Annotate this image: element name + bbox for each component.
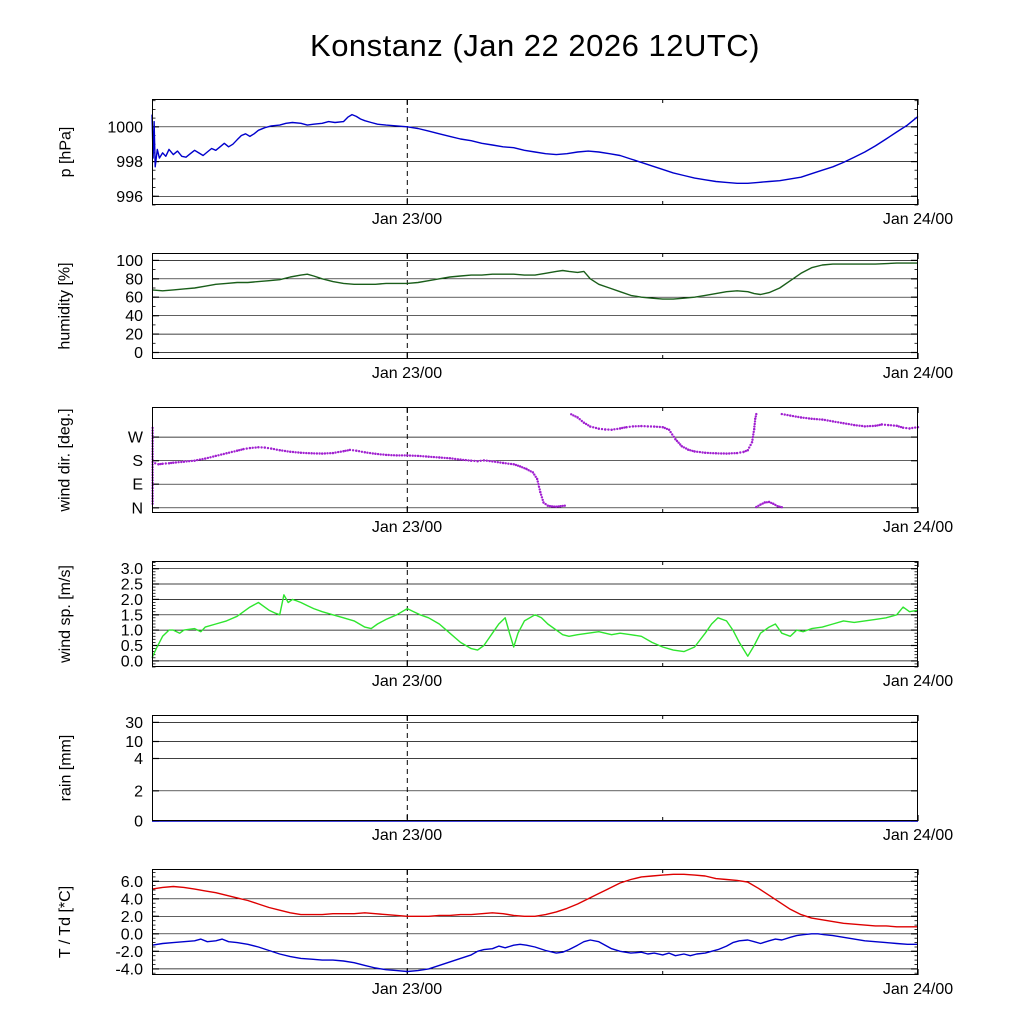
- svg-text:-4.0: -4.0: [115, 961, 143, 978]
- wind-speed-plot-area: 0.00.51.01.52.02.53.0: [121, 561, 919, 670]
- pressure-plot-area: 996 998 1000: [107, 99, 919, 206]
- svg-text:0: 0: [134, 814, 143, 831]
- svg-text:0.0: 0.0: [121, 926, 143, 943]
- rain-y-axis-title: rain [mm]: [53, 715, 79, 821]
- rain-plot-area: 0 2 410 30: [125, 715, 919, 831]
- x-tick-jan23: Jan 23/00: [371, 827, 443, 844]
- svg-text:1.0: 1.0: [121, 623, 143, 640]
- svg-text:1.5: 1.5: [121, 607, 143, 624]
- x-tick-jan24: Jan 24/00: [882, 827, 954, 844]
- svg-text:20: 20: [125, 327, 143, 344]
- chart-title: Konstanz (Jan 22 2026 12UTC): [310, 28, 760, 63]
- svg-text:40: 40: [125, 308, 143, 325]
- temperature-plot-area: -4.0-2.00.02.04.06.0: [115, 869, 919, 978]
- temperature-panel: T / Td [*C] -4.0 -2.0 0.0 2.0 4.0 6.0 Jan 23/…: [57, 869, 953, 998]
- x-tick-jan24: Jan 24/00: [882, 519, 954, 536]
- temperature-y-axis-text: T / Td [*C]: [57, 885, 75, 959]
- x-tick-jan24: Jan 24/00: [882, 365, 954, 382]
- svg-text:0: 0: [134, 345, 143, 362]
- svg-text:-2.0: -2.0: [115, 944, 143, 961]
- svg-text:30: 30: [125, 715, 143, 732]
- x-tick-jan23: Jan 23/00: [371, 981, 443, 998]
- svg-text:6.0: 6.0: [121, 874, 143, 891]
- rain-panel: rain [mm] 0 2 4 10 30 Jan 23/00 Jan 24/00: [57, 715, 953, 844]
- temperature-y-axis-title: T / Td [*C]: [53, 869, 79, 975]
- x-tick-jan24: Jan 24/00: [882, 981, 954, 998]
- svg-text:S: S: [132, 453, 143, 470]
- svg-text:4.0: 4.0: [121, 891, 143, 908]
- svg-text:2: 2: [134, 783, 143, 800]
- svg-text:998: 998: [116, 154, 143, 171]
- svg-text:60: 60: [125, 290, 143, 307]
- svg-text:100: 100: [116, 253, 143, 270]
- wind-speed-y-axis-text: wind sp. [m/s]: [57, 565, 74, 663]
- wind-direction-y-axis-text: wind dir. [deg.]: [57, 408, 75, 512]
- x-tick-jan23: Jan 23/00: [371, 365, 443, 382]
- svg-text:2.0: 2.0: [121, 592, 143, 609]
- humidity-y-axis-text: humidity [%]: [57, 262, 75, 350]
- pressure-panel: p [hPa] 996 998 1000 Jan 23/00 Jan 24/00: [57, 99, 953, 228]
- humidity-panel: humidity [%] 0 20 40 60 80 100 Jan 23/00 Jan …: [57, 253, 953, 382]
- svg-text:E: E: [132, 477, 143, 494]
- svg-text:996: 996: [116, 189, 143, 206]
- svg-text:3.0: 3.0: [121, 561, 143, 578]
- svg-text:2.0: 2.0: [121, 909, 143, 926]
- svg-text:80: 80: [125, 271, 143, 288]
- x-tick-jan24: Jan 24/00: [882, 211, 954, 228]
- x-tick-jan23: Jan 23/00: [371, 519, 443, 536]
- rain-y-axis-text: rain [mm]: [57, 734, 75, 802]
- wind-speed-panel: wind sp. [m/s] 0.0 0.5 1.0 1.5 2.0 2.5 3.0 Jan…: [57, 561, 953, 690]
- svg-text:4: 4: [134, 751, 143, 768]
- svg-text:10: 10: [125, 734, 143, 751]
- wind-direction-y-axis-title: wind dir. [deg.]: [53, 407, 79, 513]
- svg-text:W: W: [128, 430, 144, 447]
- svg-text:0.5: 0.5: [121, 638, 143, 655]
- svg-text:0.0: 0.0: [121, 653, 143, 670]
- svg-text:2.5: 2.5: [121, 577, 143, 594]
- svg-text:N: N: [131, 500, 143, 517]
- x-tick-jan23: Jan 23/00: [371, 673, 443, 690]
- svg-text:1000: 1000: [107, 119, 143, 136]
- pressure-y-axis-text: p [hPa]: [57, 126, 75, 178]
- humidity-y-axis-title: humidity [%]: [53, 253, 79, 359]
- x-tick-jan24: Jan 24/00: [882, 673, 954, 690]
- pressure-y-axis-title: p [hPa]: [53, 99, 79, 205]
- x-tick-jan23: Jan 23/00: [371, 211, 443, 228]
- wind-speed-y-axis-title: wind sp. [m/s]: [53, 561, 79, 667]
